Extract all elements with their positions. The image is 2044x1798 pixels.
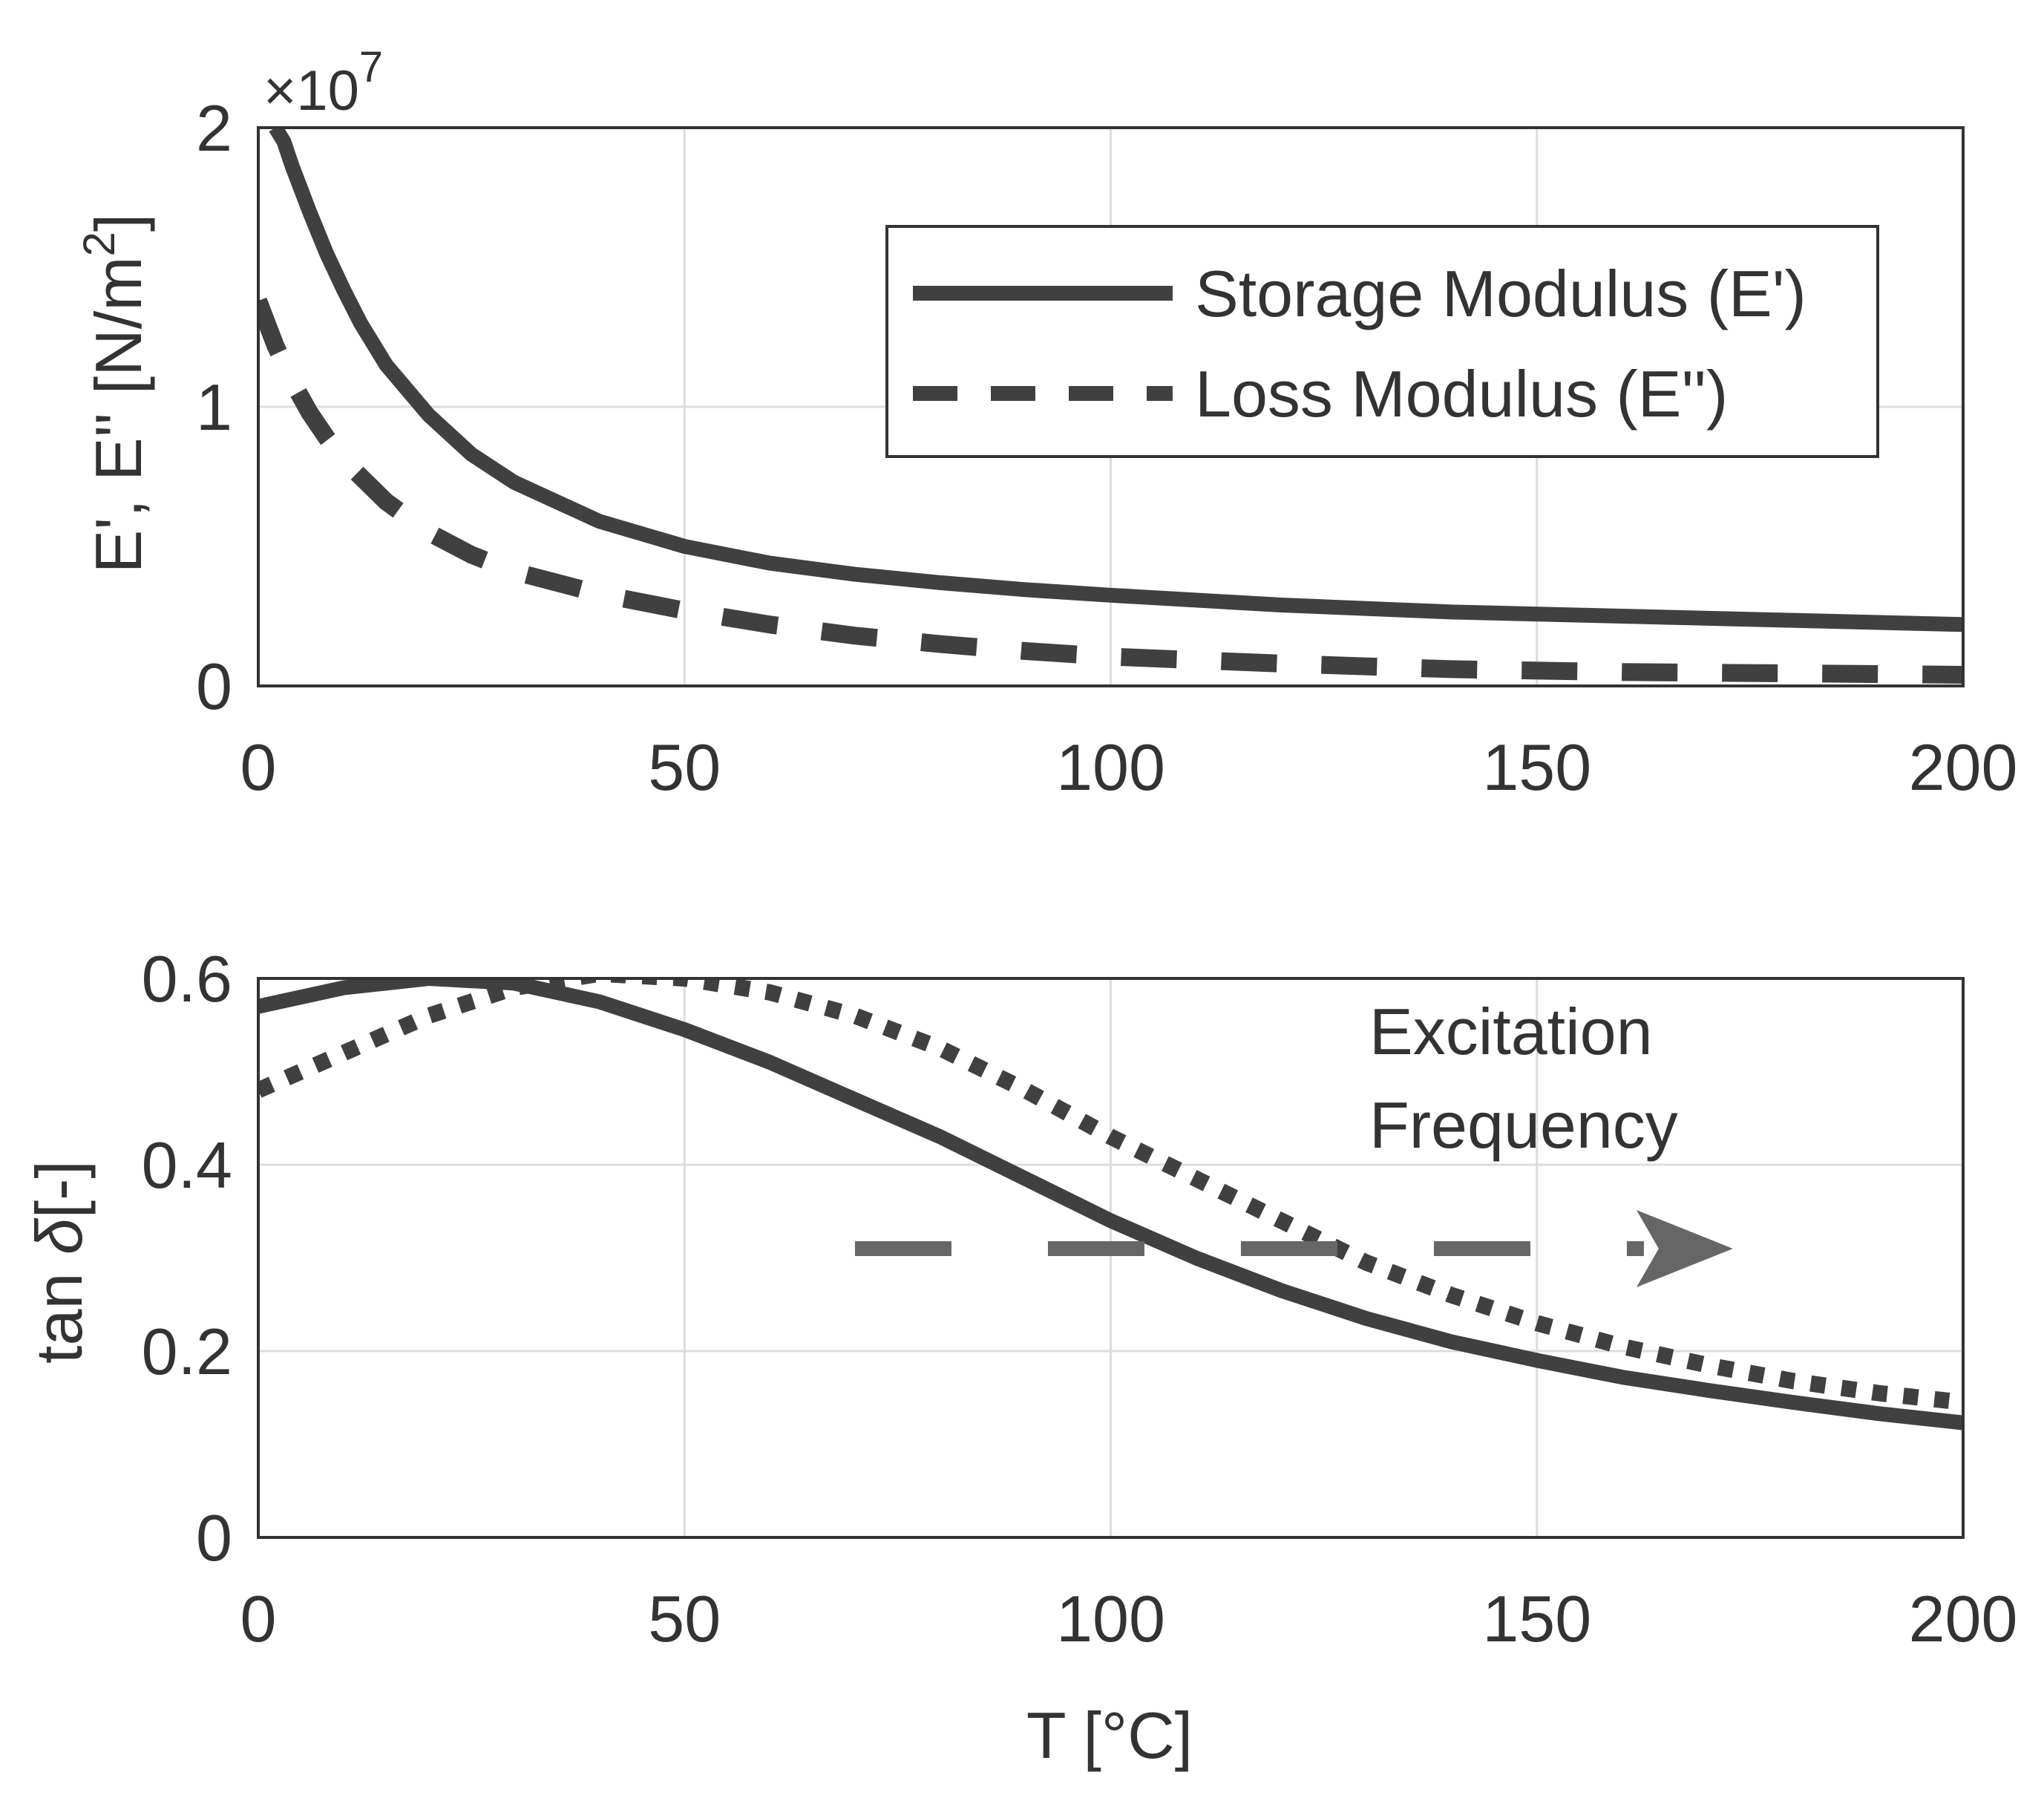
top-y-tick-labels: 0 1 2 [196,91,232,723]
legend-label-storage: Storage Modulus (E') [1195,257,1806,330]
x-tick-label: 150 [1482,730,1591,804]
top-y-scale-exponent: ×107 [263,43,383,122]
y-tick-label: 0.2 [142,1315,232,1388]
legend-box [885,225,1879,458]
series-line-solid [269,128,1963,632]
series-line-dashed [258,297,1963,684]
bottom-x-axis-label: T [°C] [1026,1699,1193,1772]
top-chart-panel: 0 50 100 150 200 0 1 2 ×107 E', E'' [N/m2] Sto… [74,43,2017,804]
x-tick-label: 100 [1056,1582,1165,1655]
x-tick-label: 50 [648,1582,721,1655]
top-x-tick-labels: 0 50 100 150 200 [240,730,2018,804]
top-series-group [258,128,1963,684]
bottom-plot-frame [257,977,1965,1539]
x-tick-label: 200 [1909,730,2018,804]
y-tick-label: 1 [196,370,232,444]
y-tick-label: 0.6 [142,942,232,1016]
y-tick-label: 0 [196,650,232,723]
x-tick-label: 200 [1909,1582,2018,1655]
bottom-chart-panel: 0 50 100 150 200 00.20.40.6 tan δ[-] T [°C] … [22,942,2017,1772]
top-y-axis-label: E', E'' [N/m2] [74,214,155,574]
excitation-frequency-annotation: Excitation Frequency [854,995,1733,1287]
x-tick-label: 150 [1482,1582,1591,1655]
series-line-dotted [258,978,1963,1410]
top-plot-frame [257,126,1965,687]
annotation-line-1: Excitation [1369,995,1653,1068]
bottom-series-group [258,978,1963,1431]
y-tick-label: 0 [196,1501,232,1575]
x-tick-label: 0 [240,730,277,804]
x-tick-label: 50 [648,730,721,804]
top-legend: Storage Modulus (E') Loss Modulus (E'') [885,225,1879,458]
y-tick-label: 2 [196,91,232,165]
legend-label-loss: Loss Modulus (E'') [1195,357,1728,431]
frequency-arrow-head [1636,1209,1733,1287]
bottom-y-axis-label: tan δ[-] [22,1160,96,1364]
x-tick-label: 100 [1056,730,1165,804]
annotation-line-2: Frequency [1369,1088,1678,1162]
bottom-x-tick-labels: 0 50 100 150 200 [240,1582,2018,1655]
y-tick-label: 0.4 [142,1128,232,1202]
series-line-solid [258,978,1963,1431]
bottom-y-tick-labels: 0 0.2 0.4 0.6 [142,942,232,1575]
x-tick-label: 0 [240,1582,277,1655]
